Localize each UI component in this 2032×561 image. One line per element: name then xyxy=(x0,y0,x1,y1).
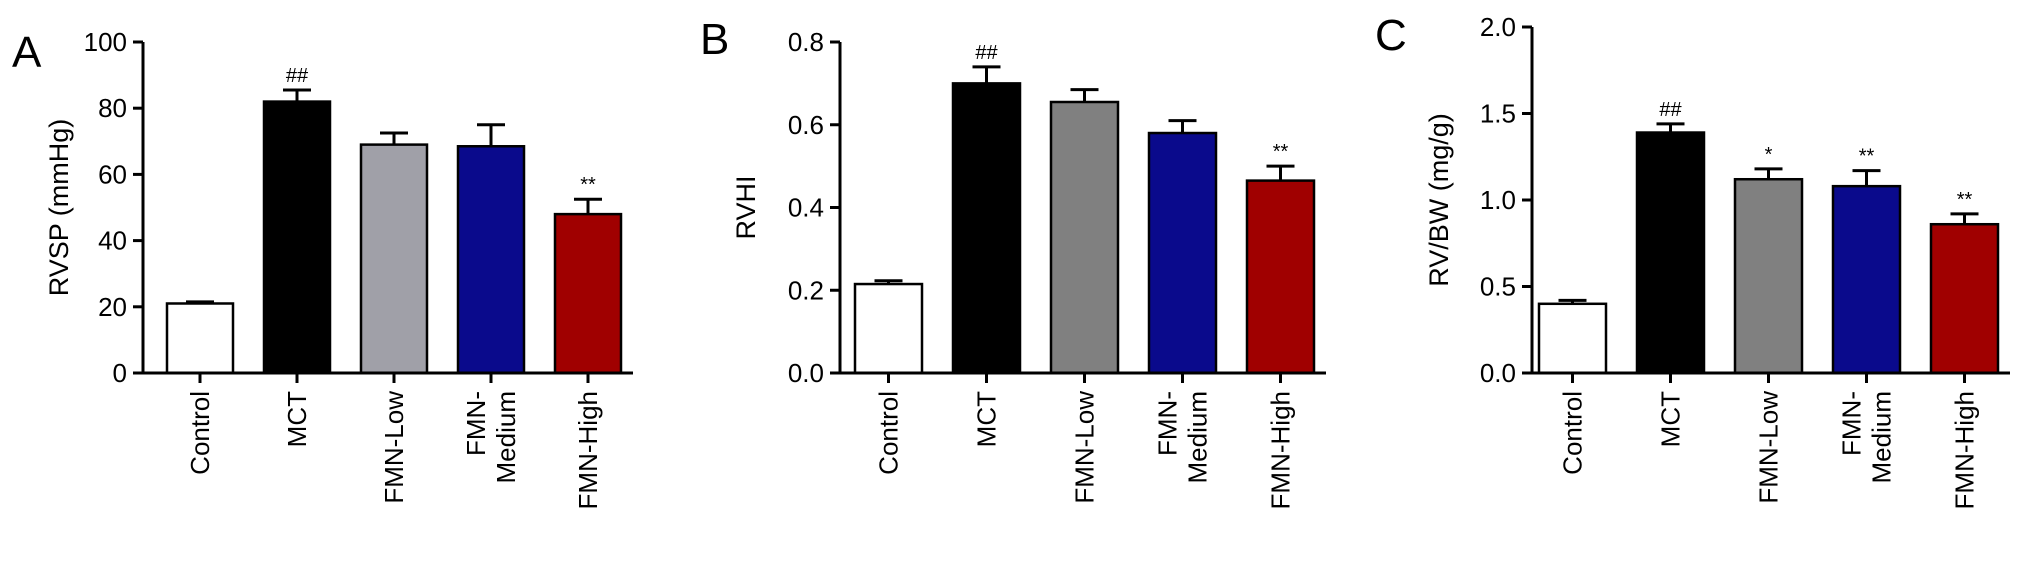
panel-a-xtick-label-3-line-0: FMN- xyxy=(461,391,491,456)
panel-a-xtick-label-3-line-1: Medium xyxy=(491,391,521,483)
panel-a-ytick-label-4: 80 xyxy=(98,93,127,123)
panel-c-xtick-label-1: MCT xyxy=(1656,391,1686,447)
panel-b-xtick-label-1: MCT xyxy=(972,391,1002,447)
panel-c-ytick-label-4: 2.0 xyxy=(1480,12,1516,42)
panel-c-xtick-label-3-line-0: FMN- xyxy=(1837,391,1867,456)
panel-c-ytick-label-0: 0.0 xyxy=(1480,358,1516,388)
panel-a-bar-1 xyxy=(262,100,332,375)
panel-a-xtick-label-4: FMN-High xyxy=(573,391,603,509)
panel-a-ytick-label-2: 40 xyxy=(98,226,127,256)
panel-c-ylabel: RV/BW (mg/g) xyxy=(1424,113,1454,287)
panel-b-bar-2 xyxy=(1049,100,1120,375)
panel-c-bar-0 xyxy=(1537,302,1608,375)
panel-c-xtick-label-4: FMN-High xyxy=(1950,391,1980,509)
panel-c-annotation-4: ** xyxy=(1957,189,1973,211)
panel-b-bar-3 xyxy=(1147,131,1218,375)
panel-b-ytick-label-1: 0.2 xyxy=(788,275,824,305)
panel-b-xtick-label-2: FMN-Low xyxy=(1070,391,1100,504)
panel-c-bar-4 xyxy=(1929,222,2000,375)
panel-b-annotation-4: ** xyxy=(1273,141,1289,163)
panel-a-bar-3 xyxy=(456,145,526,375)
panel-b-letter: B xyxy=(700,15,729,64)
panel-a-xtick-label-0: Control xyxy=(185,391,215,475)
panel-a-ytick-label-0: 0 xyxy=(113,358,127,388)
panel-c-ytick-label-2: 1.0 xyxy=(1480,185,1516,215)
panel-a-annotation-1: ## xyxy=(286,65,309,87)
panel-c-bar-1 xyxy=(1635,131,1706,375)
panel-b-bar-1 xyxy=(951,82,1022,375)
panel-a-ylabel: RVSP (mmHg) xyxy=(44,119,74,297)
panel-c-annotation-1: ## xyxy=(1659,99,1682,121)
panel-b-annotation-1: ## xyxy=(975,42,998,64)
panel-b: B RVHI ## ** 0.0 0.2 0.4 0.6 0.8 Control MCT FMN-Lo… xyxy=(700,15,1326,509)
panel-a-ytick-label-1: 20 xyxy=(98,292,127,322)
panel-c-xtick-label-0: Control xyxy=(1558,391,1588,475)
panel-c-ytick-label-1: 0.5 xyxy=(1480,272,1516,302)
panel-b-xtick-label-3-line-1: Medium xyxy=(1183,391,1213,483)
panel-c: CRV/BW (mg/g)##* ****0.00.51.01.52.0Contr… xyxy=(1375,11,2010,509)
panel-c-annotation-2: * xyxy=(1765,144,1773,166)
panel-a: A RVSP (mmHg) ## ** 0 20 40 60 80 100 Control MCT FM… xyxy=(12,27,633,509)
panel-b-ylabel: RVHI xyxy=(731,175,761,239)
panel-a-bar-0 xyxy=(165,302,235,375)
panel-b-bar-4 xyxy=(1245,179,1316,375)
panel-a-xtick-label-2: FMN-Low xyxy=(379,391,409,504)
panel-a-bar-4 xyxy=(553,212,623,375)
panel-c-bar-3 xyxy=(1831,184,1902,375)
panel-b-xtick-label-3-line-0: FMN- xyxy=(1153,391,1183,456)
panel-b-ytick-label-4: 0.8 xyxy=(788,27,824,57)
panel-c-bar-2 xyxy=(1733,177,1804,375)
panel-a-ytick-label-3: 60 xyxy=(98,159,127,189)
panel-a-bar-2 xyxy=(359,143,429,375)
panel-b-xtick-label-0: Control xyxy=(874,391,904,475)
panel-a-ytick-label-5: 100 xyxy=(84,27,127,57)
panel-a-annotation-4: ** xyxy=(580,174,596,196)
panel-c-annotation-3: ** xyxy=(1859,146,1875,168)
panel-a-letter: A xyxy=(12,28,42,77)
panel-c-ytick-label-3: 1.5 xyxy=(1480,99,1516,129)
panel-c-xtick-label-2: FMN-Low xyxy=(1754,391,1784,504)
panel-c-xtick-label-3-line-1: Medium xyxy=(1867,391,1897,483)
panel-b-xtick-label-4: FMN-High xyxy=(1266,391,1296,509)
panel-b-ytick-label-3: 0.6 xyxy=(788,110,824,140)
panel-b-ytick-label-0: 0.0 xyxy=(788,358,824,388)
panel-c-letter: C xyxy=(1375,11,1407,60)
panel-b-bar-0 xyxy=(853,282,924,375)
panel-a-xtick-label-1: MCT xyxy=(282,391,312,447)
panel-b-ytick-label-2: 0.4 xyxy=(788,193,824,223)
